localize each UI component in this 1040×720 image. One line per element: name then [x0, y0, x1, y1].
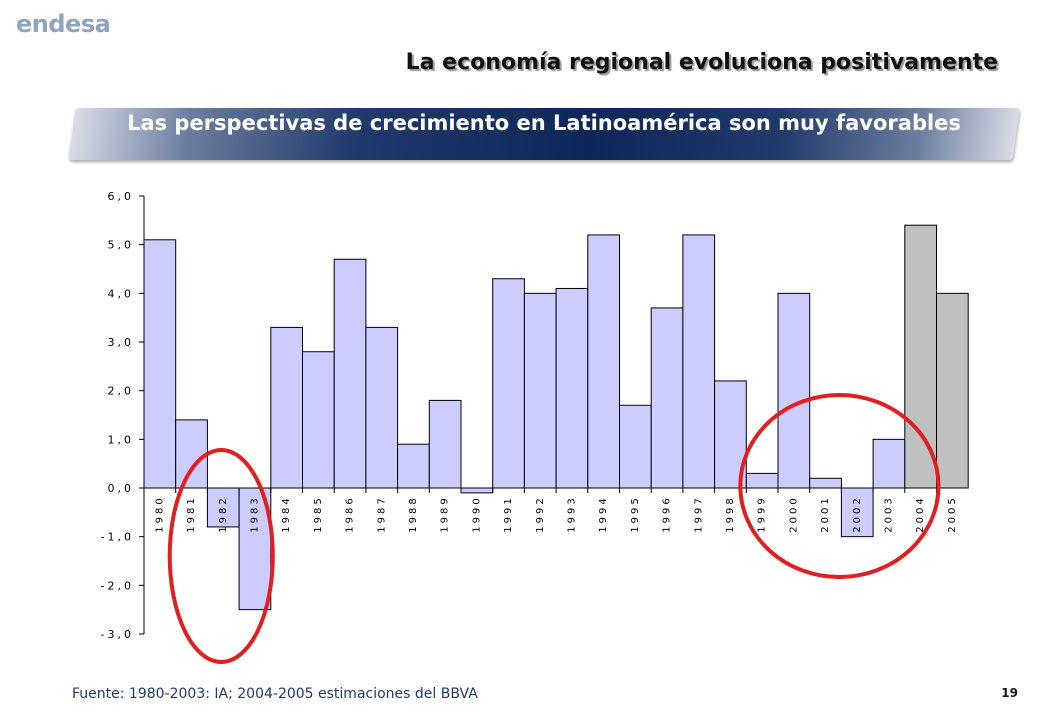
bar-1994 [587, 234, 620, 489]
bar-1984 [270, 326, 303, 489]
y-tick-label: 5,0 [108, 239, 135, 252]
highlight-circle-2 [738, 393, 941, 579]
x-tick-label: 2002 [852, 495, 863, 532]
bar-2003 [872, 438, 906, 489]
y-axis: 6,0 5,0 4,0 3,0 2,0 1,0 0,0 -1,0 -2,0 -3,0 [101, 190, 145, 641]
y-tick-label: -3,0 [101, 628, 134, 641]
y-tick-label: 2,0 [108, 385, 135, 398]
x-tick-label: 1990 [471, 495, 482, 532]
y-tick-label: 3,0 [108, 336, 135, 349]
x-tick-label: 1997 [693, 495, 704, 532]
bar-2002 [840, 487, 874, 538]
x-tick-label: 1995 [630, 495, 641, 532]
y-tick-label: -2,0 [101, 579, 134, 592]
bar-1981 [175, 419, 208, 489]
x-tick-label: 2001 [820, 495, 831, 532]
bars-group [143, 224, 969, 611]
page-number: 19 [1001, 686, 1018, 700]
x-tick-label: 1987 [376, 495, 387, 532]
x-tick-label: 1982 [218, 495, 229, 532]
bar-1992 [523, 292, 557, 489]
bar-1990 [460, 487, 494, 494]
source-note: Fuente: 1980-2003: IA; 2004-2005 estimac… [72, 686, 478, 702]
y-tick-label: 0,0 [108, 482, 135, 495]
x-tick-label: 1994 [598, 495, 609, 532]
x-axis: 1980 1981 1982 1983 1984 1985 1986 1987 1988 1989… [143, 487, 969, 533]
x-tick-label: 1981 [186, 495, 197, 532]
x-tick-label: 1993 [566, 495, 577, 532]
x-tick-label: 1980 [154, 495, 165, 532]
x-tick-label: 1996 [662, 495, 673, 532]
x-tick-label: 2005 [947, 495, 958, 532]
x-tick-label: 2000 [788, 495, 799, 532]
subtitle-banner-text: Las perspectivas de crecimiento en Latin… [127, 111, 961, 135]
highlight-circles [167, 393, 941, 664]
endesa-logo: endesa [16, 10, 111, 38]
x-tick-label: 1992 [535, 495, 546, 532]
bar-1985 [302, 351, 335, 489]
bar-1997 [682, 234, 716, 489]
bar-1995 [619, 404, 652, 489]
bar-1986 [333, 258, 367, 489]
bar-1996 [650, 307, 684, 489]
x-tick-label: 1983 [249, 495, 260, 532]
y-tick-label: 6,0 [108, 190, 135, 203]
x-tick-label: 1998 [725, 495, 736, 532]
bar-1988 [397, 443, 430, 489]
x-tick-label: 1985 [313, 495, 324, 532]
bar-2001 [809, 477, 842, 489]
y-tick-label: -1,0 [101, 531, 134, 544]
x-tick-label: 2003 [883, 495, 894, 532]
bar-1999 [745, 472, 779, 489]
gdp-growth-bar-chart: 6,05,04,03,02,01,00,0-1,0-2,0-3,0 1980 19… [101, 190, 969, 664]
x-tick-label: 1991 [503, 495, 514, 532]
y-tick-label: 4,0 [108, 287, 135, 300]
x-tick-label: 1988 [408, 495, 419, 532]
highlight-circle-1 [167, 448, 275, 664]
x-tick-label: 1986 [345, 495, 356, 532]
bar-1991 [492, 278, 525, 489]
bar-2000 [777, 292, 811, 489]
x-tick-label: 1989 [440, 495, 451, 532]
x-tick-label: 2004 [915, 495, 926, 532]
y-tick-label: 1,0 [108, 433, 135, 446]
bar-1987 [365, 326, 399, 489]
bar-1989 [428, 399, 462, 489]
bar-1980 [143, 239, 177, 489]
bar-2005 [936, 292, 969, 489]
bar-1993 [555, 287, 589, 489]
x-tick-label: 1984 [281, 495, 292, 532]
page-title: La economía regional evoluciona positiva… [405, 50, 998, 75]
x-tick-label: 1999 [757, 495, 768, 532]
